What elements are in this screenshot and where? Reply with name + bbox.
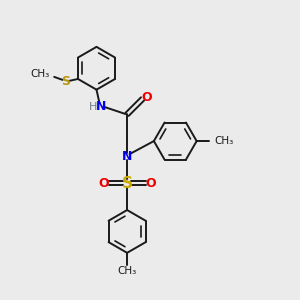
- Text: N: N: [96, 100, 106, 112]
- Text: N: N: [122, 150, 132, 163]
- Text: CH₃: CH₃: [214, 136, 233, 146]
- Text: O: O: [145, 177, 156, 190]
- Text: S: S: [122, 176, 133, 191]
- Text: CH₃: CH₃: [30, 69, 49, 79]
- Text: S: S: [61, 75, 70, 88]
- Text: O: O: [98, 177, 109, 190]
- Text: H: H: [88, 102, 97, 112]
- Text: O: O: [141, 91, 152, 104]
- Text: CH₃: CH₃: [118, 266, 137, 276]
